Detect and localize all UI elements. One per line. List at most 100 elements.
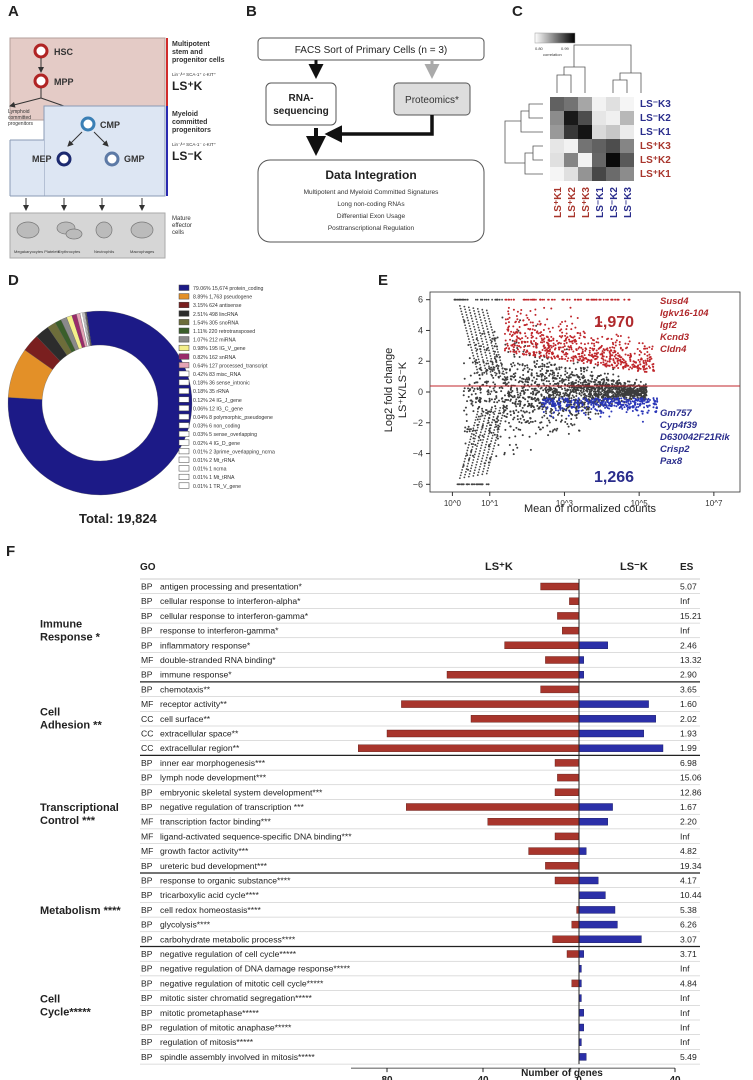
ma-point-up (569, 345, 572, 348)
ma-point (482, 454, 484, 457)
ma-point-up (516, 310, 519, 313)
ma-point-down (601, 403, 604, 406)
legend-swatch (178, 319, 190, 326)
ma-point (485, 354, 487, 357)
ma-point-down (622, 400, 625, 403)
ma-point-down (552, 416, 555, 419)
ma-point (557, 382, 560, 385)
ma-point (466, 465, 469, 468)
ma-point-down (581, 404, 584, 407)
ma-point-up (609, 349, 612, 352)
ma-point-up (534, 343, 537, 346)
ma-point (608, 387, 611, 390)
ma-point (625, 392, 628, 395)
ma-point (500, 362, 502, 364)
ma-point (491, 450, 494, 453)
ma-point (541, 373, 544, 376)
ma-point (478, 374, 481, 377)
ma-point-down (577, 397, 580, 400)
ma-point (460, 310, 463, 313)
ma-point (500, 364, 503, 367)
ma-point-capped (529, 298, 532, 301)
ma-point-down (558, 399, 561, 402)
ma-point-up (602, 351, 605, 354)
ma-point (472, 307, 475, 310)
ma-point-down (631, 400, 634, 403)
ma-point-down (629, 400, 632, 403)
go-bar-lspk (487, 818, 580, 826)
ma-point-down (628, 406, 631, 409)
ma-point (479, 463, 482, 465)
legend-entry: 0.03% 6 non_coding (193, 424, 240, 430)
ma-point (612, 373, 615, 376)
go-bar-lspk (571, 979, 580, 988)
ma-point-down (551, 402, 554, 405)
ma-point-up (583, 343, 586, 346)
go-bar-lspk (562, 626, 580, 635)
ma-point-down (625, 411, 628, 414)
ma-point (465, 413, 468, 416)
ma-point (538, 402, 541, 405)
ma-point (468, 441, 471, 444)
ma-point-capped (510, 298, 513, 301)
ma-point (521, 377, 524, 380)
ma-point-capped (523, 298, 526, 301)
go-bar-lsmk (578, 1009, 585, 1017)
ma-point-capped (458, 483, 461, 486)
ma-point-up (559, 323, 562, 326)
ma-point-up (534, 353, 537, 356)
ma-point (532, 392, 535, 395)
integration-item-4: Posttranscriptional Regulation (328, 225, 415, 232)
go-group-label: Adhesion ** (40, 720, 102, 732)
ma-point (471, 404, 474, 407)
ma-point-capped (595, 298, 598, 301)
ma-point (471, 461, 474, 464)
ma-point (555, 429, 558, 432)
ma-point (628, 380, 631, 383)
go-category: BP (141, 773, 153, 783)
ma-point (464, 426, 467, 429)
ma-point (497, 375, 500, 378)
ma-point (551, 430, 554, 433)
ma-point-up (503, 349, 506, 352)
ma-point (487, 389, 490, 392)
ma-point (495, 372, 498, 375)
ma-point-up (648, 353, 651, 356)
ma-point-up (638, 353, 641, 356)
ma-point (601, 388, 604, 391)
ma-point (493, 383, 496, 386)
ma-point (576, 361, 579, 364)
ma-point (503, 400, 506, 403)
ma-point-up (621, 358, 624, 361)
ma-point (464, 473, 467, 476)
ma-point (533, 397, 536, 400)
ma-point (560, 379, 563, 382)
ma-point (537, 366, 540, 369)
legend-entry: 0.64% 127 processed_transcript (193, 363, 268, 369)
ma-point-up (541, 349, 544, 352)
ma-point (469, 470, 472, 472)
legend-entry: 0.82% 162 snRNA (193, 355, 236, 361)
ma-point-up (548, 352, 551, 355)
ma-point (491, 437, 493, 440)
legend-entry: 0.42% 83 misc_RNA (193, 372, 241, 378)
ma-point (552, 394, 555, 397)
ma-point (514, 400, 517, 403)
ma-point-up (633, 364, 636, 367)
go-term: antigen processing and presentation* (160, 582, 303, 592)
ma-point (614, 393, 617, 396)
ma-point (597, 395, 600, 398)
go-term: regulation of mitosis***** (160, 1037, 254, 1047)
ma-point-up (524, 335, 527, 338)
ma-point (568, 393, 571, 396)
ma-point (478, 452, 481, 455)
ma-point (513, 416, 516, 419)
ma-point-up (648, 346, 651, 349)
integration-title: Data Integration (325, 168, 416, 182)
ma-point-up (567, 345, 570, 348)
go-term: inner ear morphogenesis*** (160, 758, 266, 768)
ma-point (469, 428, 472, 431)
ma-point (617, 379, 620, 382)
ma-point-up (566, 336, 569, 339)
ma-point-up (515, 314, 518, 317)
